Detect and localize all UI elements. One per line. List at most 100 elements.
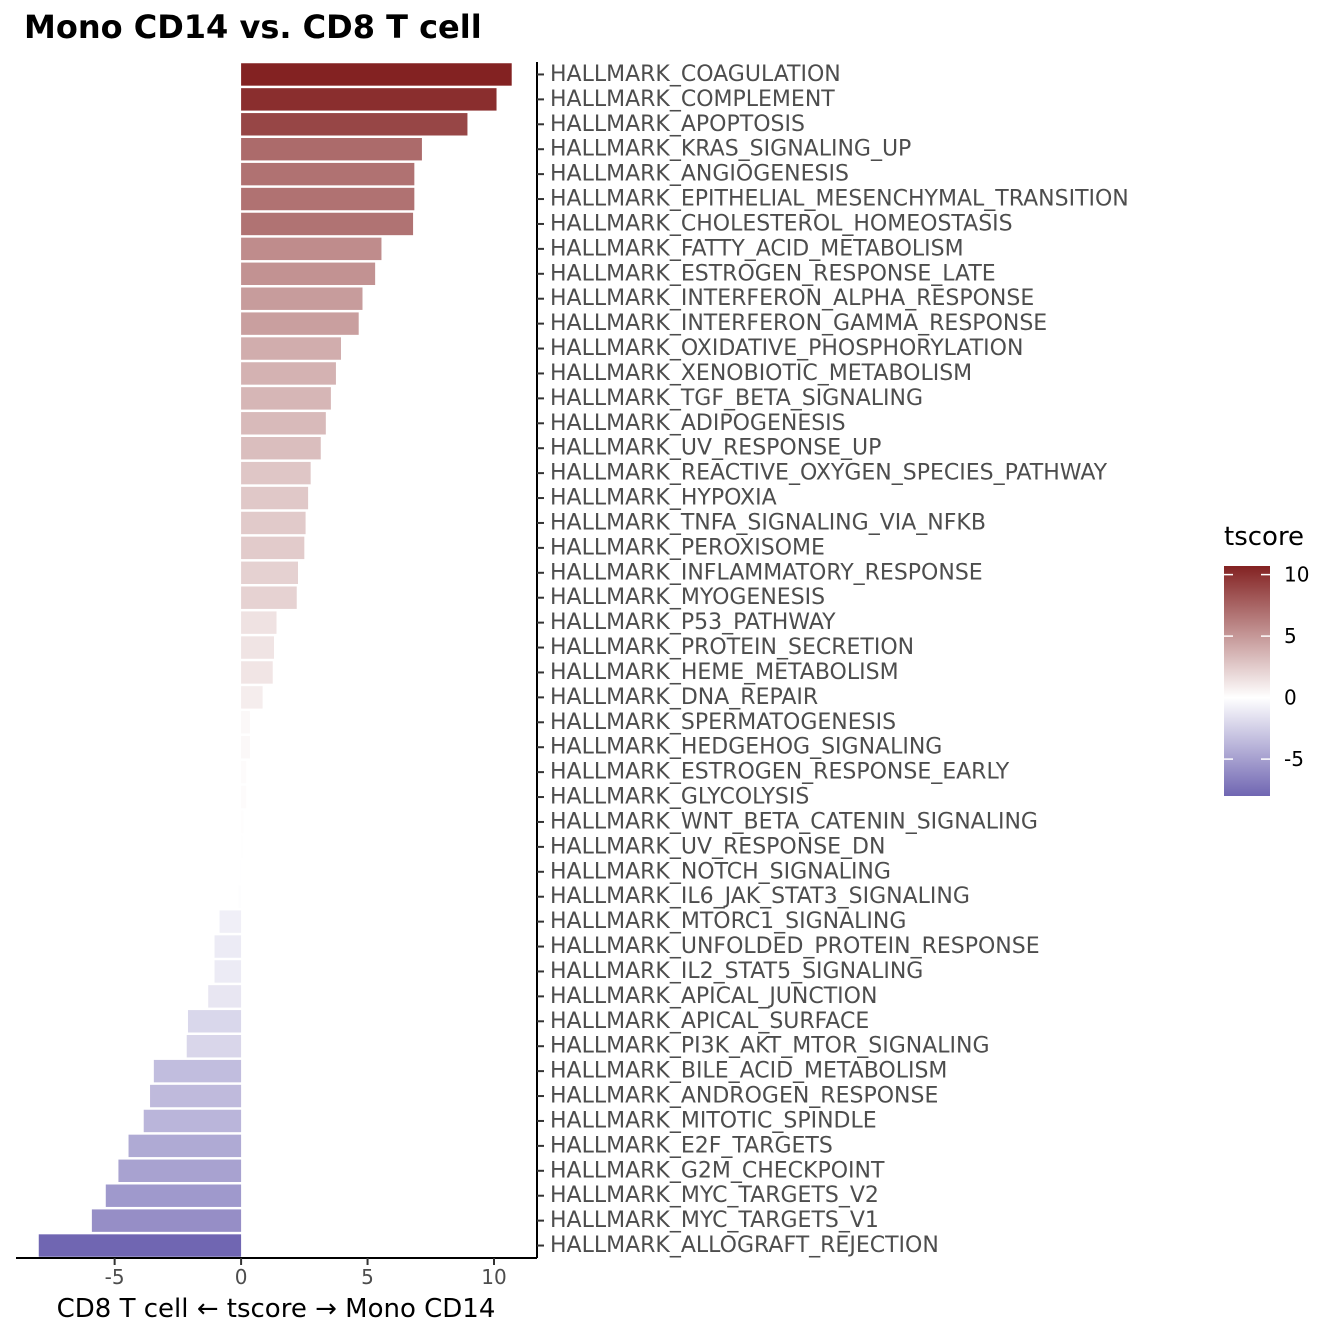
bar-hallmark-coagulation bbox=[241, 63, 512, 86]
y-tick-label: HALLMARK_TNFA_SIGNALING_VIA_NFKB bbox=[550, 510, 986, 535]
y-tick-label: HALLMARK_APICAL_SURFACE bbox=[550, 1009, 869, 1034]
y-tick-label: HALLMARK_UV_RESPONSE_UP bbox=[550, 436, 881, 461]
y-tick-label: HALLMARK_PROTEIN_SECRETION bbox=[550, 635, 914, 660]
y-tick-label: HALLMARK_ANGIOGENESIS bbox=[550, 162, 849, 187]
y-tick-label: HALLMARK_GLYCOLYSIS bbox=[550, 785, 809, 810]
y-tick-label: HALLMARK_P53_PATHWAY bbox=[550, 610, 836, 635]
y-tick-label: HALLMARK_INTERFERON_ALPHA_RESPONSE bbox=[550, 286, 1034, 311]
bar-hallmark-mitotic-spindle bbox=[143, 1109, 242, 1133]
bar-hallmark-peroxisome bbox=[241, 536, 305, 560]
bar-hallmark-tgf-beta-signaling bbox=[241, 387, 331, 410]
bar-hallmark-il6-jak-stat3-signaling bbox=[238, 885, 242, 908]
x-tick-label: -5 bbox=[105, 1265, 125, 1289]
y-tick-label: HALLMARK_APOPTOSIS bbox=[550, 112, 805, 137]
bar-hallmark-interferon-gamma-response bbox=[241, 312, 359, 335]
y-tick-label: HALLMARK_ADIPOGENESIS bbox=[550, 411, 846, 436]
bars bbox=[38, 63, 512, 1257]
colorbar-legend: 10 5 0 -5 bbox=[1224, 563, 1309, 796]
bar-hallmark-g2m-checkpoint bbox=[118, 1159, 242, 1183]
bar-hallmark-hedgehog-signaling bbox=[241, 735, 250, 759]
y-tick-label: HALLMARK_NOTCH_SIGNALING bbox=[550, 859, 891, 884]
y-tick-label: HALLMARK_MITOTIC_SPINDLE bbox=[550, 1108, 877, 1133]
y-tick-label: HALLMARK_UV_RESPONSE_DN bbox=[550, 834, 885, 859]
colorbar-tick-label: 0 bbox=[1284, 686, 1297, 710]
bar-hallmark-bile-acid-metabolism bbox=[153, 1059, 242, 1083]
y-tick-label: HALLMARK_HEME_METABOLISM bbox=[550, 660, 899, 685]
x-tick-label: 10 bbox=[481, 1265, 506, 1289]
bar-hallmark-myc-targets-v1 bbox=[91, 1209, 242, 1232]
bar-hallmark-mtorc1-signaling bbox=[219, 910, 242, 933]
bar-hallmark-e2f-targets bbox=[128, 1134, 242, 1158]
y-tick-label: HALLMARK_ESTROGEN_RESPONSE_EARLY bbox=[550, 760, 1010, 785]
bar-hallmark-kras-signaling-up bbox=[241, 137, 422, 161]
bar-hallmark-apical-surface bbox=[187, 1010, 242, 1033]
bar-hallmark-unfolded-protein-response bbox=[214, 935, 242, 958]
colorbar bbox=[1224, 566, 1270, 796]
y-tick-label: HALLMARK_E2F_TARGETS bbox=[550, 1133, 833, 1158]
y-tick-labels: HALLMARK_COAGULATIONHALLMARK_COMPLEMENTH… bbox=[550, 62, 1129, 1258]
bar-hallmark-androgen-response bbox=[150, 1084, 242, 1108]
y-tick-label: HALLMARK_WNT_BETA_CATENIN_SIGNALING bbox=[550, 809, 1038, 834]
y-tick-label: HALLMARK_G2M_CHECKPOINT bbox=[550, 1158, 885, 1183]
bar-hallmark-pi3k-akt-mtor-signaling bbox=[186, 1034, 242, 1058]
colorbar-tick-label: -5 bbox=[1284, 747, 1304, 771]
y-tick-label: HALLMARK_ESTROGEN_RESPONSE_LATE bbox=[550, 261, 996, 286]
bar-hallmark-notch-signaling bbox=[239, 860, 242, 884]
x-tick-label: 0 bbox=[235, 1265, 248, 1289]
bar-hallmark-adipogenesis bbox=[241, 412, 326, 435]
y-tick-label: HALLMARK_TGF_BETA_SIGNALING bbox=[550, 386, 923, 411]
bar-hallmark-il2-stat5-signaling bbox=[214, 960, 242, 983]
y-tick-label: HALLMARK_IL2_STAT5_SIGNALING bbox=[550, 959, 923, 984]
bar-hallmark-estrogen-response-early bbox=[241, 760, 247, 784]
y-tick-label: HALLMARK_APICAL_JUNCTION bbox=[550, 984, 877, 1009]
bar-hallmark-allograft-rejection bbox=[38, 1234, 242, 1257]
y-tick-label: HALLMARK_OXIDATIVE_PHOSPHORYLATION bbox=[550, 336, 1023, 361]
bar-hallmark-hypoxia bbox=[241, 486, 309, 510]
bar-hallmark-apical-junction bbox=[208, 985, 242, 1008]
y-tick-label: HALLMARK_FATTY_ACID_METABOLISM bbox=[550, 236, 964, 261]
y-tick-label: HALLMARK_MYC_TARGETS_V1 bbox=[550, 1208, 879, 1233]
y-tick-label: HALLMARK_PI3K_AKT_MTOR_SIGNALING bbox=[550, 1034, 990, 1059]
y-tick-label: HALLMARK_PEROXISOME bbox=[550, 535, 825, 560]
bar-hallmark-xenobiotic-metabolism bbox=[241, 362, 336, 385]
y-tick-label: HALLMARK_DNA_REPAIR bbox=[550, 685, 818, 710]
y-tick-label: HALLMARK_BILE_ACID_METABOLISM bbox=[550, 1059, 947, 1084]
bar-hallmark-glycolysis bbox=[241, 785, 247, 809]
x-axis-title: CD8 T cell ← tscore → Mono CD14 bbox=[56, 1294, 496, 1324]
y-tick-label: HALLMARK_EPITHELIAL_MESENCHYMAL_TRANSITI… bbox=[550, 187, 1129, 212]
bar-hallmark-inflammatory-response bbox=[241, 561, 298, 585]
bar-hallmark-angiogenesis bbox=[241, 162, 415, 186]
y-tick-label: HALLMARK_CHOLESTEROL_HOMEOSTASIS bbox=[550, 211, 1013, 236]
y-tick-label: HALLMARK_HEDGEHOG_SIGNALING bbox=[550, 735, 942, 760]
bar-hallmark-reactive-oxygen-species-pathway bbox=[241, 461, 311, 485]
bar-hallmark-p53-pathway bbox=[241, 611, 277, 634]
axes bbox=[16, 62, 544, 1265]
bar-hallmark-fatty-acid-metabolism bbox=[241, 237, 382, 261]
bar-hallmark-protein-secretion bbox=[241, 636, 274, 659]
bar-hallmark-dna-repair bbox=[241, 686, 263, 709]
bar-hallmark-interferon-alpha-response bbox=[241, 287, 363, 310]
bar-hallmark-myc-targets-v2 bbox=[105, 1184, 242, 1207]
bar-hallmark-apoptosis bbox=[241, 113, 468, 136]
colorbar-tick-label: 5 bbox=[1284, 624, 1297, 648]
bar-hallmark-uv-response-up bbox=[241, 436, 321, 460]
y-tick-label: HALLMARK_HYPOXIA bbox=[550, 486, 777, 511]
y-tick-label: HALLMARK_ALLOGRAFT_REJECTION bbox=[550, 1233, 939, 1258]
y-tick-label: HALLMARK_COAGULATION bbox=[550, 62, 841, 87]
bar-hallmark-estrogen-response-late bbox=[241, 262, 376, 286]
legend-title: tscore bbox=[1224, 522, 1305, 552]
y-tick-label: HALLMARK_COMPLEMENT bbox=[550, 87, 835, 112]
bar-hallmark-complement bbox=[241, 88, 497, 111]
bar-hallmark-epithelial-mesenchymal-transition bbox=[241, 187, 415, 211]
bar-hallmark-myogenesis bbox=[241, 586, 297, 609]
y-tick-label: HALLMARK_MYC_TARGETS_V2 bbox=[550, 1183, 879, 1208]
y-tick-label: HALLMARK_IL6_JAK_STAT3_SIGNALING bbox=[550, 884, 970, 909]
x-tick-labels: -5 0 5 10 bbox=[105, 1265, 507, 1289]
bar-hallmark-cholesterol-homeostasis bbox=[241, 212, 414, 236]
y-tick-label: HALLMARK_UNFOLDED_PROTEIN_RESPONSE bbox=[550, 934, 1040, 959]
y-tick-label: HALLMARK_SPERMATOGENESIS bbox=[550, 710, 896, 735]
y-tick-label: HALLMARK_XENOBIOTIC_METABOLISM bbox=[550, 361, 972, 386]
bar-hallmark-heme-metabolism bbox=[241, 661, 273, 684]
bar-hallmark-uv-response-dn bbox=[241, 835, 243, 859]
x-tick-label: 5 bbox=[361, 1265, 374, 1289]
